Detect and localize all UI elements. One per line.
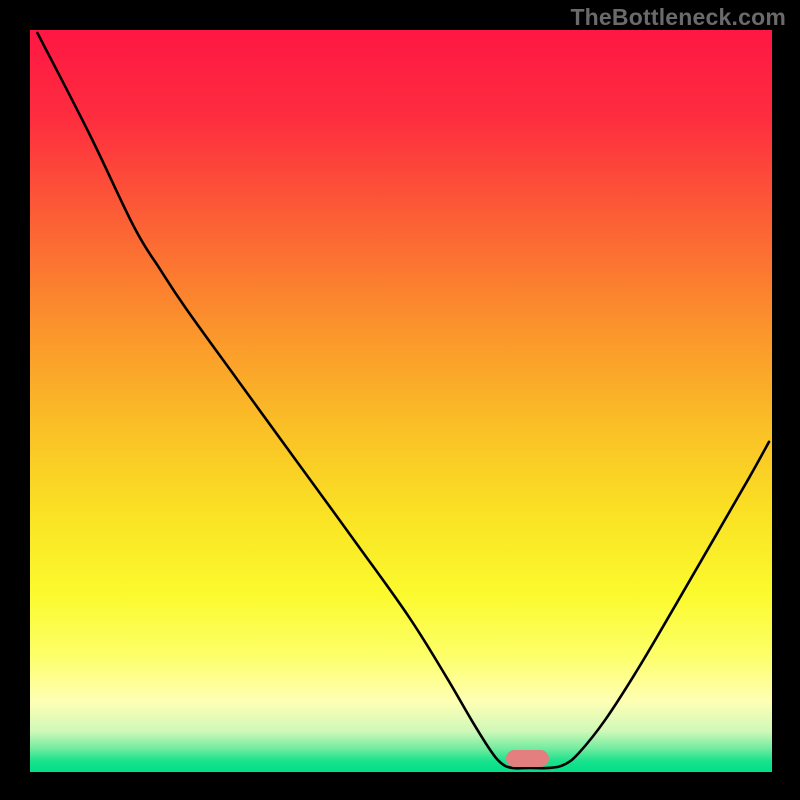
plot-area — [30, 30, 772, 772]
optimum-marker — [506, 750, 549, 766]
gradient-bg — [30, 30, 772, 772]
chart-canvas: TheBottleneck.com — [0, 0, 800, 800]
bottleneck-curve-chart — [30, 30, 772, 772]
watermark-text: TheBottleneck.com — [570, 4, 786, 31]
